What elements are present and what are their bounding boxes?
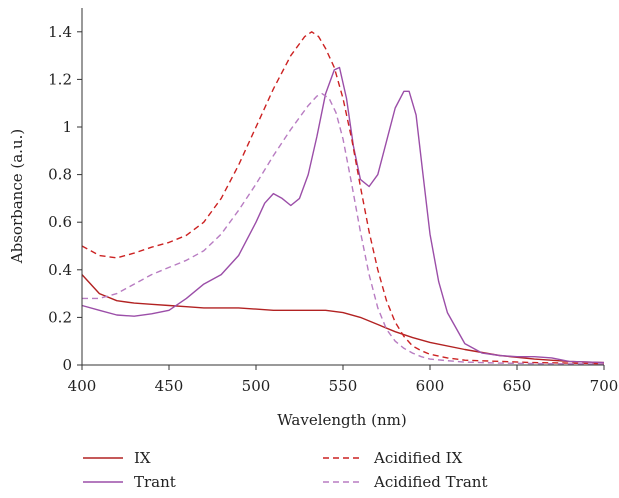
x-tick-label: 650 [503,377,532,395]
legend: IX Trant Acidified IX Acidified Trant [83,449,488,491]
y-tick-label: 0.2 [48,308,72,326]
series-line-ix [81,274,605,364]
series-line-acidified-ix [81,31,605,365]
x-ticks: 400 450 500 550 600 650 700 [68,365,619,395]
y-tick-label: 0.4 [48,261,72,279]
y-ticks: 0 0.2 0.4 0.6 0.8 1 1.2 1.4 [48,23,82,374]
series-line-acidified-trant [82,92,605,365]
plot-lines [81,31,605,365]
y-tick-label: 1 [62,118,72,136]
legend-label: Acidified IX [373,449,463,467]
legend-label: IX [134,449,151,467]
x-tick-label: 450 [155,377,184,395]
x-tick-label: 600 [416,377,445,395]
y-tick-label: 1.4 [48,23,72,41]
y-tick-label: 0.8 [48,166,72,184]
series-line-trant [81,66,605,364]
y-tick-label: 0.6 [48,213,72,231]
x-axis-title: Wavelength (nm) [277,411,406,429]
legend-label: Trant [134,473,176,491]
x-tick-label: 500 [242,377,271,395]
x-tick-label: 550 [329,377,358,395]
x-tick-label: 400 [68,377,97,395]
y-tick-label: 1.2 [48,70,72,88]
x-tick-label: 700 [590,377,619,395]
y-tick-label: 0 [62,356,72,374]
legend-label: Acidified Trant [373,473,488,491]
y-axis-title: Absorbance (a.u.) [8,129,26,264]
